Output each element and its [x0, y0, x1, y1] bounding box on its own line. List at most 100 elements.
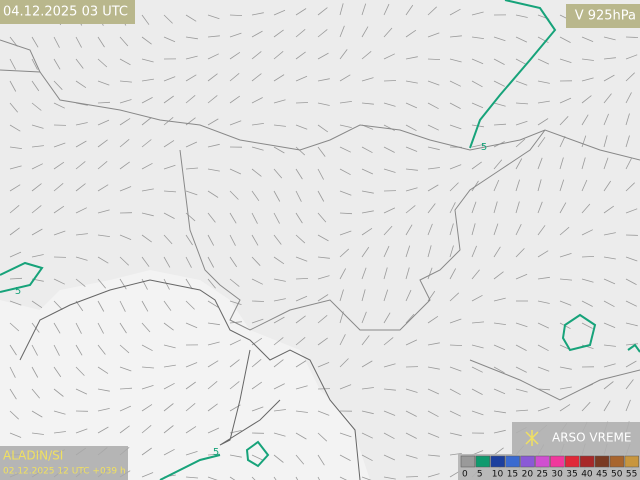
- wind-barb: [97, 426, 109, 434]
- wind-barb: [427, 167, 440, 170]
- wind-barb: [75, 322, 82, 334]
- wind-barb: [251, 476, 256, 480]
- wind-barb: [207, 95, 218, 104]
- wind-barb: [273, 50, 284, 60]
- wind-barb: [625, 278, 637, 286]
- wind-barb: [185, 190, 198, 196]
- wind-barb: [141, 234, 152, 243]
- wind-barb: [273, 168, 283, 179]
- wind-barb: [317, 410, 330, 416]
- wind-barb: [471, 11, 484, 16]
- wind-barb: [295, 315, 306, 324]
- wind-barb: [317, 29, 328, 38]
- wind-barb: [251, 381, 263, 390]
- wind-barb: [493, 344, 506, 351]
- legend-swatch: [579, 455, 595, 468]
- legend-label: 45: [596, 470, 607, 480]
- wind-barb: [229, 300, 242, 305]
- wind-barb: [383, 454, 396, 461]
- wind-barb: [229, 454, 242, 458]
- borders: [0, 39, 640, 401]
- wind-barb: [515, 14, 528, 18]
- wind-barb: [625, 322, 638, 327]
- wind-barb: [185, 278, 193, 290]
- wind-barb: [75, 36, 82, 48]
- wind-barb: [603, 278, 616, 285]
- wind-barb: [581, 179, 588, 192]
- wind-barb: [383, 146, 395, 153]
- brand: ARSO VREME: [552, 431, 632, 445]
- wind-barb: [119, 186, 132, 192]
- wind-barb: [383, 289, 389, 302]
- wind-barb: [515, 120, 528, 126]
- wind-barb: [603, 74, 615, 82]
- wind-barb: [581, 58, 594, 61]
- legend-swatch: [505, 455, 520, 468]
- wind-barb: [163, 164, 176, 170]
- wind-barb: [273, 298, 286, 302]
- wind-barb: [207, 341, 220, 346]
- wind-barb: [75, 233, 88, 236]
- wind-barb: [295, 8, 307, 16]
- wind-barb: [97, 300, 105, 312]
- wind-barb: [559, 36, 571, 43]
- wind-barb: [603, 256, 616, 260]
- wind-barb: [295, 336, 306, 346]
- legend-label: 5: [477, 470, 483, 480]
- wind-barb: [339, 25, 345, 38]
- wind-barb: [31, 183, 42, 192]
- wind-barb: [295, 102, 309, 104]
- wind-barb: [141, 344, 153, 352]
- legend-label: 25: [537, 470, 548, 480]
- wind-barb: [361, 102, 374, 105]
- wind-barb: [339, 384, 352, 390]
- wind-barb: [559, 366, 572, 370]
- wind-barb: [493, 388, 506, 395]
- wind-barb: [119, 425, 130, 434]
- wind-barb: [449, 8, 461, 16]
- wind-barb: [251, 168, 262, 177]
- wind-barb: [119, 322, 127, 334]
- wind-barb: [427, 58, 441, 60]
- wind-barb: [163, 140, 175, 148]
- wind-barb: [603, 400, 611, 412]
- wind-barb: [537, 406, 550, 412]
- wind-barb: [449, 292, 460, 302]
- wind-barb: [581, 95, 592, 104]
- wind-barb: [405, 56, 418, 60]
- wind-barb: [449, 124, 462, 130]
- wind-barb: [493, 322, 506, 325]
- wind-barb: [97, 344, 106, 355]
- wind-barb: [471, 410, 484, 416]
- wind-barb: [471, 269, 480, 280]
- wind-barb: [295, 410, 308, 413]
- wind-barb: [75, 366, 85, 376]
- wind-barb: [427, 342, 440, 346]
- wind-barb: [537, 322, 549, 329]
- wind-barb: [625, 399, 631, 412]
- wind-barb: [185, 55, 198, 60]
- wind-barb: [427, 6, 437, 16]
- legend-swatch: [550, 455, 565, 468]
- wind-barb: [339, 49, 348, 60]
- wind-barb: [581, 36, 594, 42]
- wind-barb: [295, 256, 308, 262]
- wind-barb: [383, 388, 396, 391]
- wind-barb: [383, 225, 393, 236]
- wind-barb: [625, 379, 634, 390]
- wind-barb: [185, 451, 198, 456]
- wind-barb: [317, 52, 329, 60]
- wind-barb: [427, 410, 439, 418]
- wind-barb: [625, 360, 637, 368]
- wind-barb: [251, 278, 263, 285]
- wind-barb: [449, 245, 454, 258]
- wind-barb: [603, 180, 612, 192]
- wind-barb: [119, 161, 130, 170]
- wind-barb: [361, 432, 373, 439]
- wind-barb: [229, 32, 242, 38]
- wind-barb: [405, 245, 411, 258]
- wind-barb: [97, 36, 105, 48]
- wind-barb: [295, 190, 302, 202]
- brand-icon: [525, 430, 539, 446]
- wind-barb: [449, 202, 456, 214]
